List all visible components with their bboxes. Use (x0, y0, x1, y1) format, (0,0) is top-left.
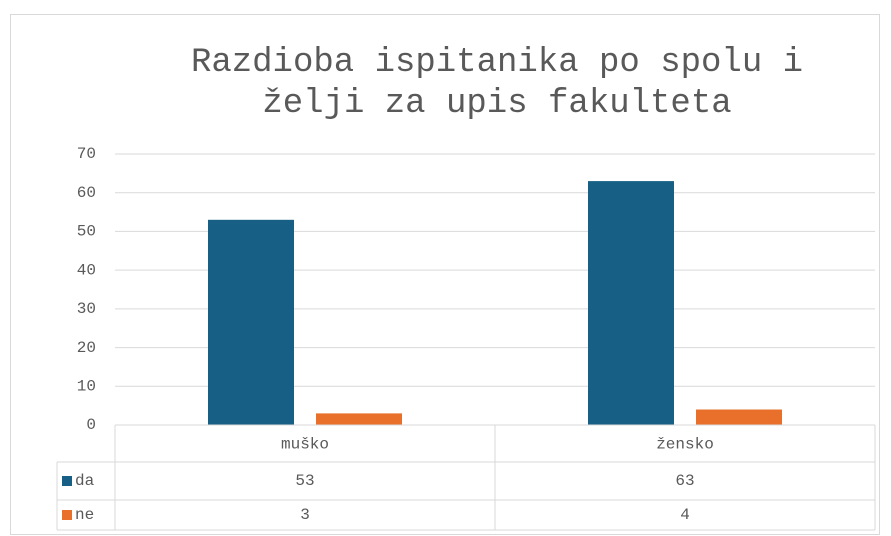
bar (588, 181, 674, 425)
y-tick-label: 20 (77, 339, 96, 357)
y-tick-label: 30 (77, 300, 96, 318)
chart-border (10, 14, 880, 535)
table-value: 3 (300, 506, 310, 524)
y-tick-label: 10 (77, 378, 96, 396)
x-tick-label: žensko (656, 436, 714, 454)
table-value: 4 (680, 506, 690, 524)
legend-key (62, 476, 72, 486)
legend-label: da (75, 472, 95, 490)
table-value: 63 (675, 472, 694, 490)
bar (208, 219, 294, 425)
y-tick-label: 70 (77, 145, 96, 163)
y-tick-label: 60 (77, 184, 96, 202)
legend-label: ne (75, 506, 94, 524)
y-tick-label: 40 (77, 261, 96, 279)
chart-title: želji za upis fakulteta (262, 85, 731, 123)
y-tick-label: 50 (77, 223, 96, 241)
x-tick-label: muško (281, 436, 329, 454)
bar (316, 413, 402, 425)
bar (696, 409, 782, 425)
y-tick-label: 0 (86, 416, 96, 434)
chart-title: Razdioba ispitanika po spolu i (191, 44, 803, 82)
table-value: 53 (295, 472, 314, 490)
legend-key (62, 510, 72, 520)
